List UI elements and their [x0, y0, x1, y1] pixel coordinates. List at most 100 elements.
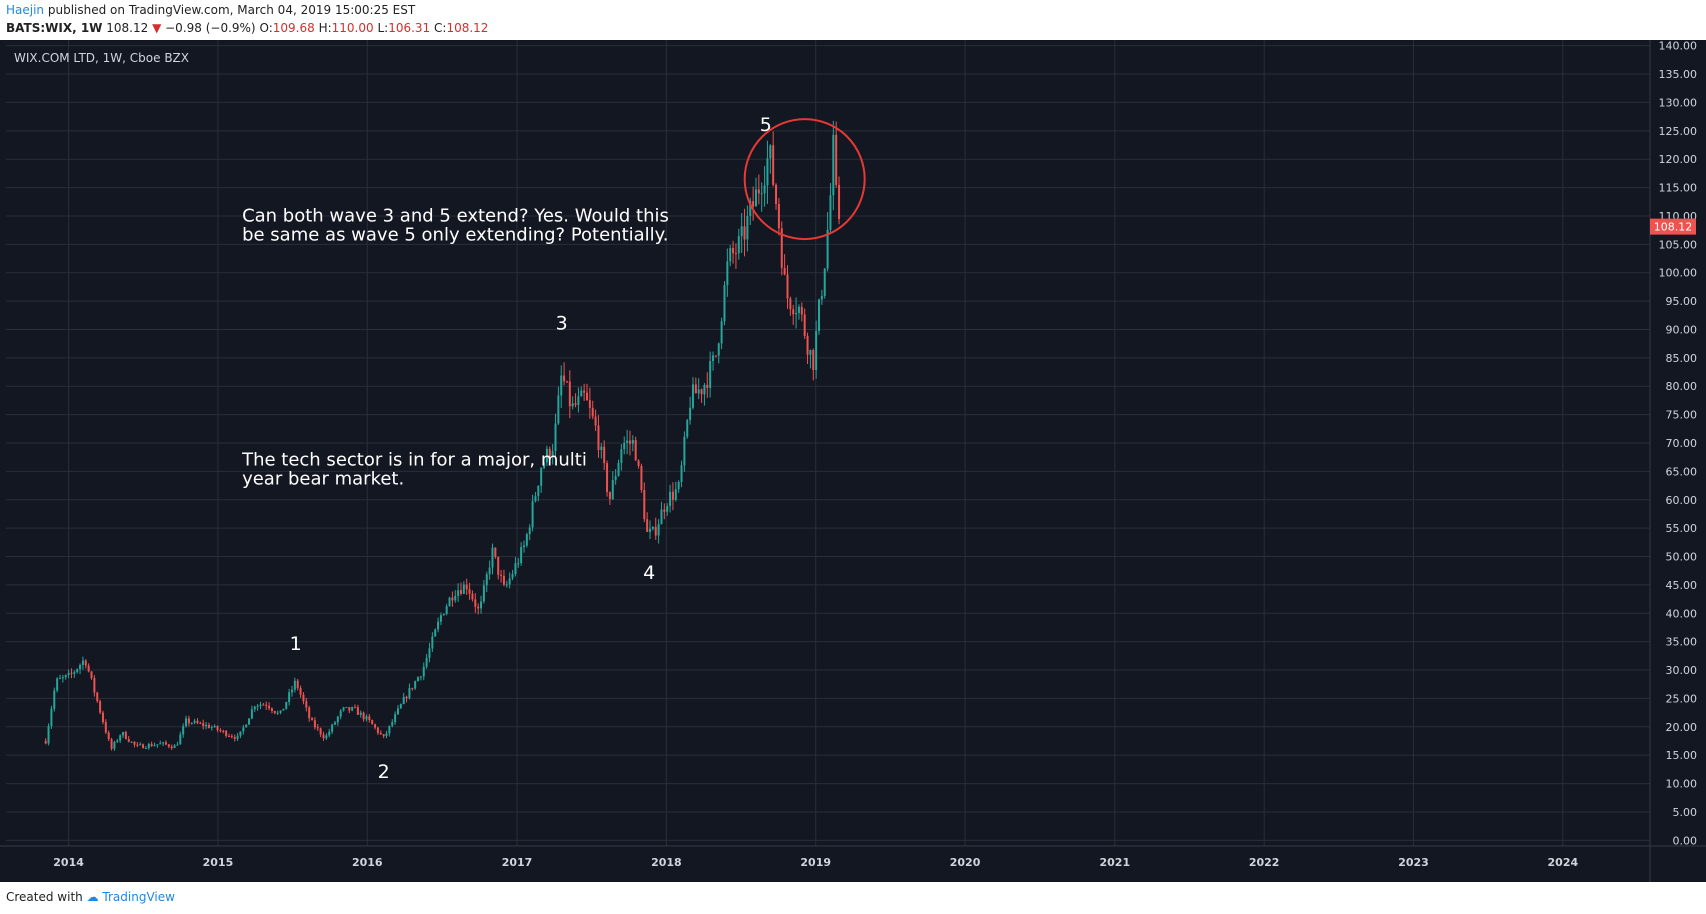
candle	[339, 709, 342, 720]
candle-body	[800, 306, 803, 315]
candle-body	[44, 740, 47, 744]
candle-body	[342, 707, 345, 711]
candle-body	[689, 407, 692, 421]
candle	[379, 730, 382, 735]
candle	[173, 744, 176, 749]
candle-body	[402, 696, 405, 705]
candle-body	[838, 184, 841, 220]
candle-body	[242, 727, 245, 732]
wave-label-3: 3	[556, 312, 568, 334]
candle	[170, 744, 173, 750]
price-tick-label: 35.00	[1666, 636, 1698, 649]
candle-body	[574, 403, 577, 405]
candle	[451, 591, 454, 607]
candle-body	[760, 193, 763, 195]
price-tick-label: 45.00	[1666, 579, 1698, 592]
candle-body	[754, 189, 757, 207]
candle-body	[322, 734, 325, 739]
candle	[723, 281, 726, 326]
candle	[617, 459, 620, 477]
candle	[101, 710, 104, 725]
candle-body	[282, 708, 285, 711]
candle	[434, 628, 437, 637]
candle-body	[411, 687, 414, 689]
candle-body	[465, 584, 468, 590]
candle-body	[273, 710, 276, 714]
publish-info: Haejin published on TradingView.com, Mar…	[6, 3, 415, 17]
candle-body	[325, 735, 328, 739]
candle	[571, 396, 574, 410]
candle-body	[706, 384, 709, 388]
candle-body	[806, 335, 809, 355]
tradingview-link[interactable]: TradingView	[102, 890, 175, 904]
candle-body	[196, 720, 199, 724]
candle-body	[414, 681, 417, 689]
candle	[136, 742, 139, 748]
candle-body	[717, 343, 720, 356]
time-tick-label: 2022	[1249, 856, 1280, 869]
price-chart[interactable]: 0.00 5.00 10.00 15.00 20.00 25.00 30.00 35.00 40…	[0, 40, 1706, 882]
candle-body	[508, 578, 511, 585]
candle-body	[631, 440, 634, 444]
candle	[391, 719, 394, 728]
candle-body	[61, 677, 64, 679]
candle-body	[185, 718, 188, 727]
candle-body	[187, 718, 190, 724]
price-tick-label: 25.00	[1666, 692, 1698, 705]
candle-body	[565, 381, 568, 383]
candle	[817, 298, 820, 335]
candle-body	[637, 460, 640, 467]
candle-body	[680, 465, 683, 482]
time-axis[interactable]: 2014 2015 2016 2017 2018 2019 2020 2021 2022 2023…	[53, 856, 1578, 869]
price-axis[interactable]: 0.00 5.00 10.00 15.00 20.00 25.00 30.00 35.00 40…	[1659, 40, 1698, 847]
wave-label-1: 1	[290, 633, 302, 655]
price-tick-label: 50.00	[1666, 551, 1698, 564]
candle-series	[44, 120, 841, 751]
candle-body	[646, 519, 649, 532]
price-tick-label: 80.00	[1666, 380, 1698, 393]
candle	[792, 304, 795, 325]
candle-body	[594, 416, 597, 426]
candle	[603, 440, 606, 470]
candle	[623, 436, 626, 455]
candle	[207, 722, 210, 729]
candle	[769, 144, 772, 174]
candle	[517, 557, 520, 568]
candle-body	[809, 350, 812, 355]
candle-body	[153, 745, 156, 747]
ohlc-values: O:109.68 H:110.00 L:106.31 C:108.12	[259, 21, 489, 35]
candle	[64, 674, 67, 680]
candle-body	[156, 744, 159, 746]
candle-body	[743, 226, 746, 240]
candle	[428, 642, 431, 663]
candle-body	[262, 704, 265, 706]
candle	[248, 718, 251, 725]
candle-body	[139, 744, 142, 746]
candle	[164, 740, 167, 746]
candle-body	[709, 360, 712, 388]
candle-body	[250, 709, 253, 719]
candle-body	[339, 710, 342, 717]
candle	[835, 121, 838, 188]
candle	[694, 377, 697, 394]
candle-body	[732, 247, 735, 254]
price-tick-label: 130.00	[1659, 96, 1698, 109]
candle-body	[623, 442, 626, 450]
candle	[494, 547, 497, 559]
candle	[113, 740, 116, 751]
candle-body	[316, 727, 319, 729]
candle	[574, 393, 577, 408]
candle-body	[442, 613, 445, 616]
candle	[356, 704, 359, 715]
time-tick-label: 2021	[1100, 856, 1131, 869]
candle-body	[723, 285, 726, 322]
candle-body	[626, 440, 629, 443]
candle-body	[737, 236, 740, 254]
candle-body	[468, 589, 471, 594]
candle	[374, 723, 377, 730]
candle	[270, 707, 273, 714]
author-link[interactable]: Haejin	[6, 3, 45, 17]
candle-body	[219, 730, 222, 732]
candle-body	[417, 677, 420, 682]
candle	[766, 140, 769, 204]
